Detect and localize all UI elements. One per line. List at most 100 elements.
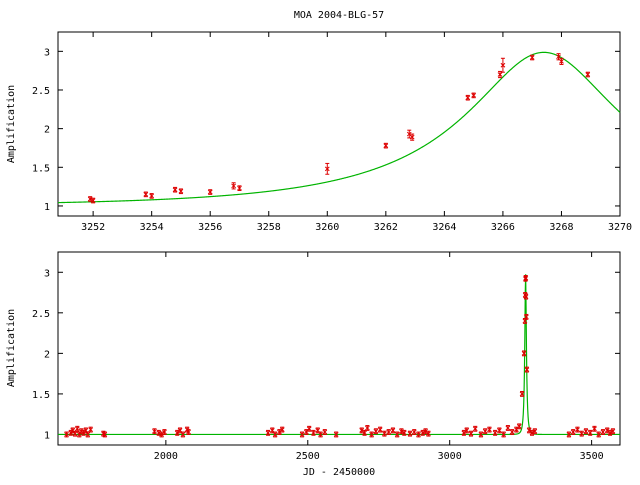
- top-data-point: [90, 197, 96, 204]
- top-data-point: [149, 193, 155, 199]
- bottom-data-point: [365, 425, 370, 431]
- bottom-data-point: [426, 430, 431, 437]
- bottom-data-point: [382, 430, 387, 437]
- bottom-data-point: [377, 426, 383, 433]
- bottom-data-point: [279, 426, 285, 433]
- top-data-point: [383, 142, 389, 149]
- top-panel-y-tick-labels: 1 1.5 2 2.5 3: [32, 47, 50, 213]
- bottom-data-point: [524, 366, 530, 373]
- top-x-tick-label: 3256: [198, 222, 222, 233]
- bottom-data-point: [180, 431, 186, 438]
- bottom-data-point: [532, 428, 538, 435]
- top-x-tick-label: 3252: [81, 222, 105, 233]
- top-data-point: [465, 94, 471, 101]
- bottom-data-point: [566, 431, 572, 438]
- bottom-data-point: [600, 429, 606, 435]
- bottom-data-point: [492, 429, 498, 436]
- bottom-data-point: [497, 427, 502, 434]
- top-data-point: [500, 57, 506, 73]
- top-panel-frame: [57, 31, 621, 217]
- bottom-y-tick-label: 1.5: [32, 390, 50, 401]
- bottom-data-point: [570, 429, 576, 435]
- bottom-data-point: [407, 430, 413, 437]
- bottom-data-point: [269, 427, 275, 434]
- bottom-data-point: [587, 429, 593, 436]
- bottom-data-point: [152, 428, 157, 435]
- bottom-data-point: [64, 431, 69, 438]
- bottom-panel-x-tick-labels: 2000 2500 3000 3500: [154, 451, 604, 462]
- top-model-curve: [57, 51, 621, 204]
- bottom-data-point: [162, 429, 167, 435]
- bottom-data-point: [464, 427, 470, 434]
- bottom-data-point: [394, 431, 400, 438]
- bottom-data-point: [596, 431, 602, 438]
- top-y-tick-label: 3: [44, 47, 50, 58]
- bottom-data-point: [468, 430, 474, 437]
- bottom-data-point: [516, 423, 522, 430]
- bottom-y-tick-label: 2.5: [32, 309, 50, 320]
- bottom-x-tick-label: 3000: [438, 451, 462, 462]
- top-panel-ticks: [58, 32, 621, 216]
- bottom-data-point: [311, 429, 316, 436]
- bottom-data-point: [592, 425, 597, 432]
- bottom-data-point: [575, 426, 580, 433]
- top-y-tick-label: 2: [44, 125, 50, 136]
- bottom-data-point: [583, 428, 589, 435]
- bottom-data-point: [373, 428, 379, 435]
- bottom-data-point: [519, 390, 525, 397]
- top-x-tick-label: 3262: [374, 222, 398, 233]
- top-data-point: [585, 71, 591, 78]
- bottom-x-tick-label: 2500: [296, 451, 320, 462]
- bottom-data-point: [322, 429, 328, 435]
- top-data-point: [143, 191, 149, 198]
- bottom-data-point: [299, 431, 305, 438]
- bottom-data-point: [333, 431, 339, 438]
- bottom-data-point: [85, 431, 91, 438]
- bottom-model-curve: [58, 274, 620, 436]
- top-data-point: [178, 188, 184, 195]
- chart-title: MOA 2004-BLG-57: [294, 10, 384, 21]
- bottom-y-axis-label: Amplification: [6, 309, 17, 387]
- bottom-data-point: [411, 429, 417, 435]
- top-data-point: [237, 185, 242, 191]
- bottom-data-point: [501, 431, 506, 438]
- top-panel: 3252 3254 3256 3258 3260 3262 3264 3266 3268 3270…: [6, 31, 632, 233]
- top-x-tick-label: 3268: [549, 222, 573, 233]
- bottom-data-point: [487, 426, 492, 433]
- top-data-point: [231, 182, 236, 190]
- bottom-data-point: [74, 425, 80, 432]
- bottom-panel-ticks: [58, 252, 620, 445]
- bottom-data-point: [390, 427, 396, 434]
- bottom-data-point: [472, 425, 478, 432]
- top-x-tick-label: 3264: [432, 222, 456, 233]
- bottom-panel-frame: [57, 251, 621, 446]
- bottom-data-point: [72, 430, 78, 437]
- top-x-tick-label: 3260: [315, 222, 339, 233]
- top-data-point: [471, 92, 476, 99]
- top-data-points: [87, 53, 591, 204]
- bottom-y-tick-label: 1: [44, 430, 50, 441]
- bottom-panel-y-tick-labels: 1 1.5 2 2.5 3: [32, 268, 50, 441]
- bottom-data-point: [523, 275, 529, 281]
- top-y-tick-label: 1.5: [32, 163, 50, 174]
- bottom-data-point: [265, 429, 271, 436]
- bottom-data-point: [610, 428, 616, 435]
- top-x-tick-label: 3254: [140, 222, 164, 233]
- bottom-data-point: [318, 431, 323, 438]
- top-y-tick-label: 2.5: [32, 86, 50, 97]
- bottom-data-point: [102, 431, 108, 438]
- bottom-data-point: [401, 429, 407, 436]
- bottom-data-point: [529, 429, 535, 436]
- bottom-data-point: [509, 429, 515, 435]
- bottom-x-tick-label: 2000: [154, 451, 178, 462]
- bottom-data-point: [505, 425, 511, 431]
- bottom-y-tick-label: 2: [44, 349, 50, 360]
- bottom-data-point: [523, 293, 529, 300]
- bottom-data-point: [306, 425, 312, 432]
- bottom-data-point: [523, 313, 529, 320]
- top-x-tick-label: 3270: [608, 222, 632, 233]
- top-data-point: [497, 70, 503, 79]
- top-y-tick-label: 1: [44, 202, 50, 213]
- top-data-point: [207, 189, 213, 195]
